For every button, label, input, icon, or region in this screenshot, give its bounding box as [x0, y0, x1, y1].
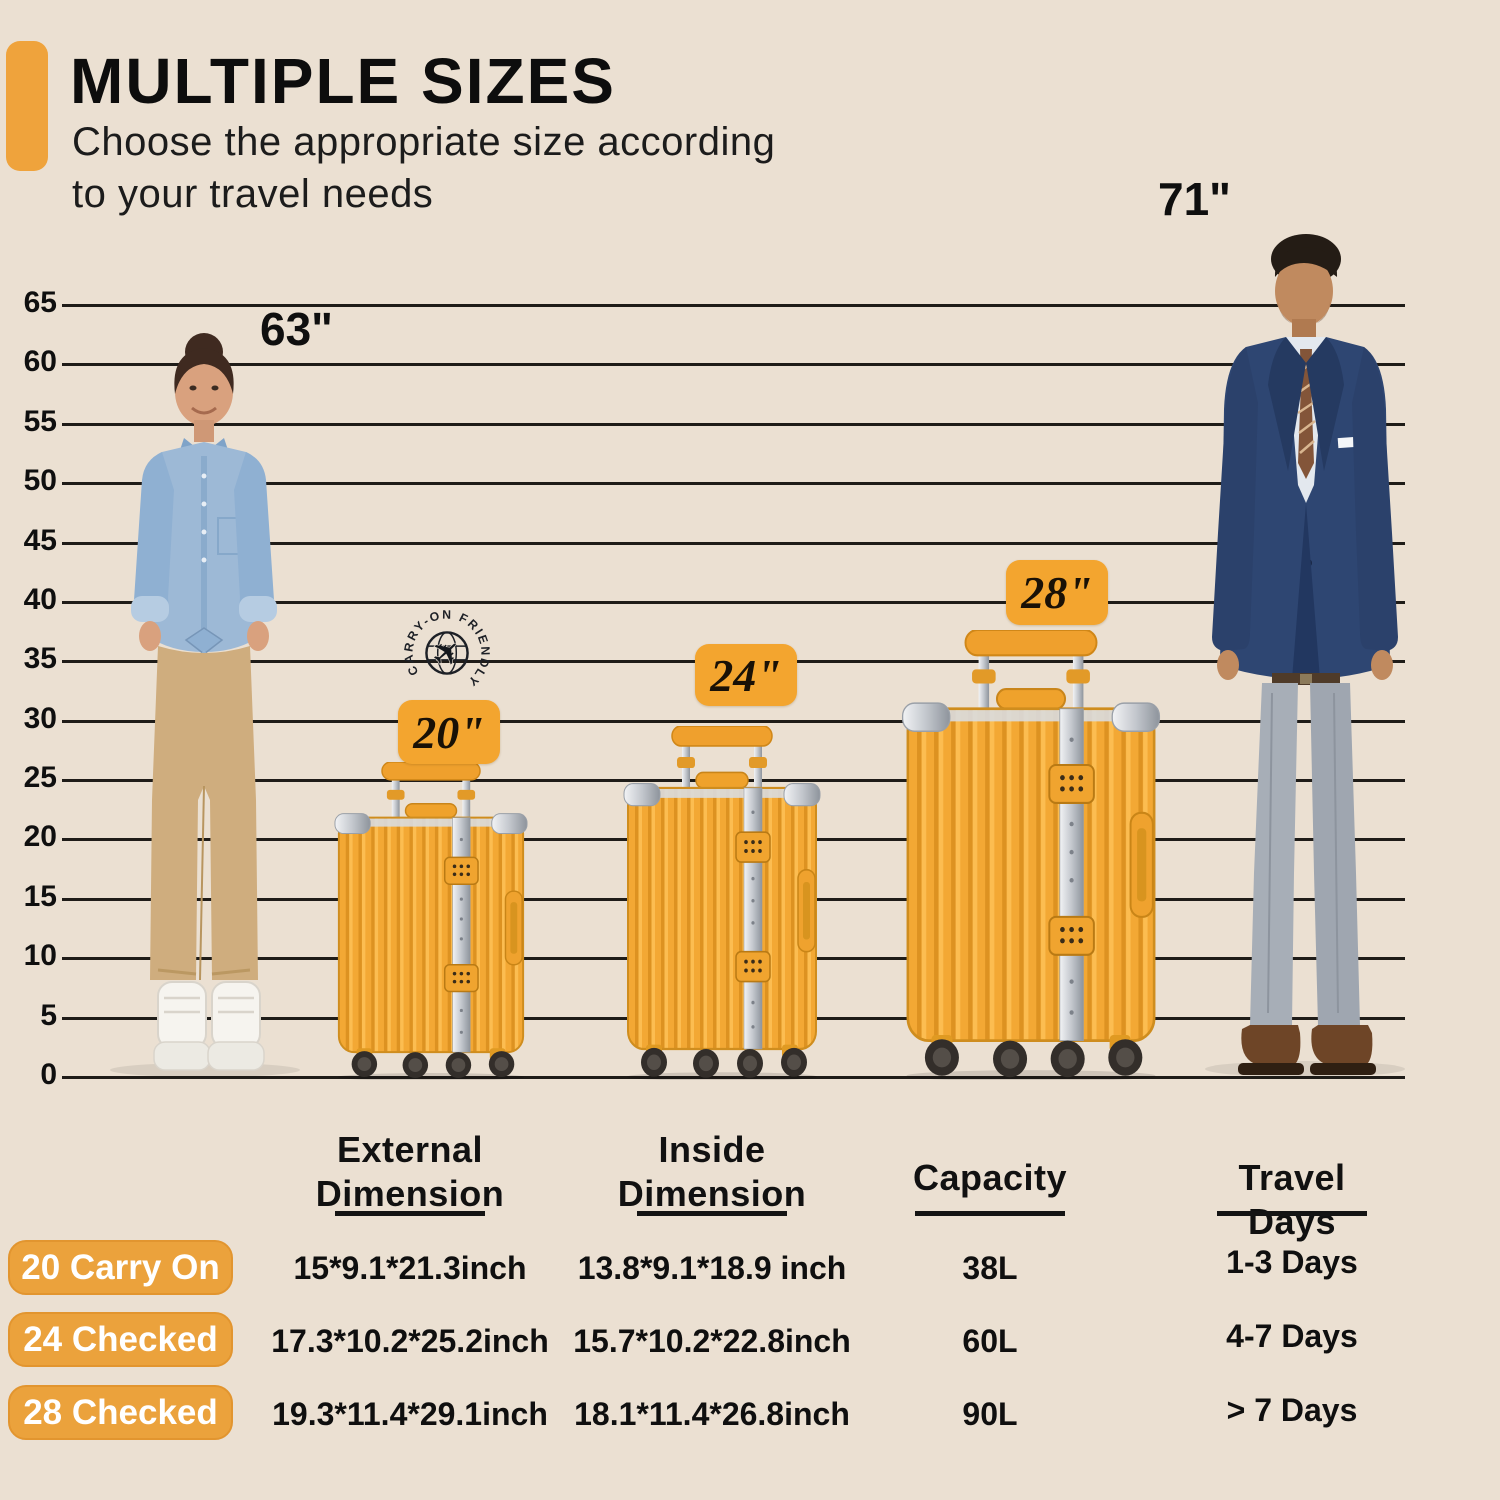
ruler-tick-50: 50	[23, 464, 57, 497]
woman-height-label: 63"	[260, 303, 333, 355]
cell-capacity-28: 90L	[962, 1396, 1018, 1432]
ruler-tick-5: 5	[40, 999, 57, 1032]
cell-days-20: 1-3 Days	[1226, 1244, 1358, 1280]
ruler-line-65	[62, 304, 1405, 307]
ruler-line-55	[62, 423, 1405, 426]
cell-external-28: 19.3*11.4*29.1inch	[272, 1396, 548, 1432]
ruler-tick-55: 55	[23, 405, 57, 438]
man-height-label: 71"	[1158, 173, 1231, 225]
ruler-tick-30: 30	[23, 702, 57, 735]
ruler-tick-20: 20	[23, 820, 57, 853]
size-badge-20: 20"	[398, 700, 500, 764]
underline-travel-days	[1217, 1211, 1367, 1216]
size-badge-28: 28"	[1006, 560, 1108, 625]
suitcase-24-inch	[622, 726, 822, 1080]
ruler-line-40	[62, 601, 1405, 604]
suitcase-28-inch	[901, 630, 1161, 1080]
underline-inside	[637, 1211, 787, 1216]
cell-inside-24: 15.7*10.2*22.8inch	[573, 1323, 851, 1359]
ruler-line-30	[62, 720, 1405, 723]
cell-days-28: > 7 Days	[1226, 1392, 1358, 1428]
cell-capacity-24: 60L	[962, 1323, 1018, 1359]
col-header-travel-days: Travel Days	[1238, 1157, 1346, 1242]
ruler-tick-0: 0	[40, 1058, 57, 1091]
ruler-line-60	[62, 363, 1405, 366]
cell-capacity-20: 38L	[962, 1250, 1018, 1286]
underline-capacity	[915, 1211, 1065, 1216]
ruler-tick-40: 40	[23, 583, 57, 616]
airplane-icon: ✈	[423, 629, 471, 678]
ruler-line-45	[62, 542, 1405, 545]
man-figure	[1205, 234, 1405, 1077]
col-header-external: External Dimension	[315, 1129, 505, 1214]
suitcase-20-inch	[333, 762, 529, 1080]
cell-inside-20: 13.8*9.1*18.9 inch	[577, 1250, 847, 1286]
subtitle-line-1: Choose the appropriate size according	[72, 120, 776, 164]
subtitle-line-2: to your travel needs	[72, 172, 434, 216]
ruler-tick-10: 10	[23, 939, 57, 972]
cell-external-20: 15*9.1*21.3inch	[293, 1250, 527, 1286]
ruler-tick-65: 65	[23, 286, 57, 319]
row-label-28-checked: 28 Checked	[8, 1385, 233, 1440]
accent-bar	[6, 41, 48, 171]
ruler-tick-35: 35	[23, 642, 57, 675]
ruler-tick-60: 60	[23, 345, 57, 378]
size-badge-24: 24"	[695, 644, 797, 706]
underline-external	[335, 1211, 485, 1216]
ruler-tick-45: 45	[23, 524, 57, 557]
ruler-tick-25: 25	[23, 761, 57, 794]
ruler-tick-15: 15	[23, 880, 57, 913]
ruler-line-50	[62, 482, 1405, 485]
cell-days-24: 4-7 Days	[1226, 1318, 1358, 1354]
col-header-capacity: Capacity	[912, 1157, 1068, 1198]
col-header-inside: Inside Dimension	[617, 1129, 807, 1214]
page-title: MULTIPLE SIZES	[70, 45, 616, 117]
woman-figure	[110, 333, 300, 1077]
row-label-20-carry-on: 20 Carry On	[8, 1240, 233, 1295]
carry-on-friendly-badge: ✈ CARRY-ON FRIENDLY	[398, 604, 496, 702]
cell-inside-28: 18.1*11.4*26.8inch	[574, 1396, 850, 1432]
row-label-24-checked: 24 Checked	[8, 1312, 233, 1367]
cell-external-24: 17.3*10.2*25.2inch	[271, 1323, 549, 1359]
